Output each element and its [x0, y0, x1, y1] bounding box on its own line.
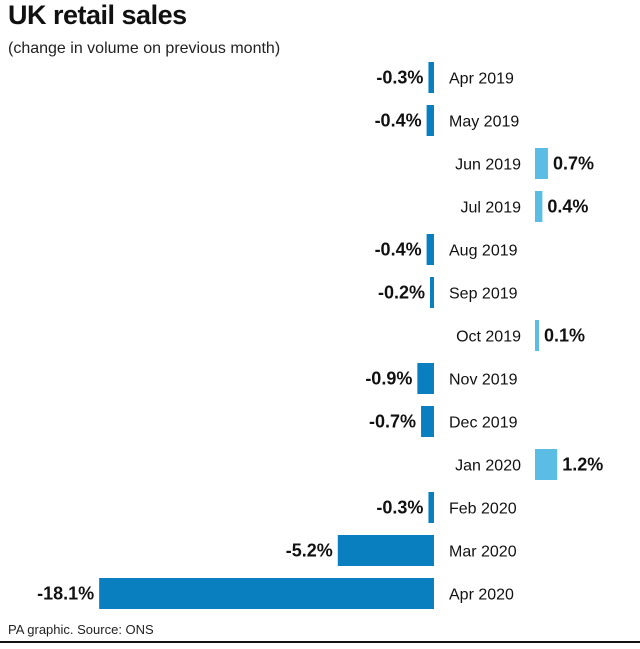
category-label: Nov 2019 [449, 372, 518, 389]
value-label: -5.2% [286, 541, 333, 561]
bar-row: Jun 2019 0.7% [455, 148, 594, 179]
category-label: Jan 2020 [455, 458, 521, 475]
bar [421, 406, 434, 437]
bottom-divider [0, 641, 640, 643]
category-label: Apr 2019 [449, 71, 514, 88]
chart-subtitle: (change in volume on previous month) [8, 40, 281, 57]
category-label: Feb 2020 [449, 501, 517, 518]
value-label: 0.4% [547, 197, 588, 217]
bar [535, 320, 539, 351]
bar [417, 363, 434, 394]
bar-row: Dec 2019 -0.7% [369, 406, 518, 437]
bar [426, 105, 434, 136]
value-label: -0.3% [376, 68, 423, 88]
value-label: 1.2% [562, 455, 603, 475]
value-label: -0.4% [375, 240, 422, 260]
bar [337, 535, 434, 566]
bar [535, 148, 548, 179]
value-label: 0.7% [553, 154, 594, 174]
chart-title: UK retail sales [8, 0, 187, 30]
bar [535, 191, 543, 222]
bar-row: Mar 2020 -5.2% [286, 535, 517, 566]
bar-row: Sep 2019 -0.2% [378, 277, 518, 308]
value-label: -0.9% [365, 369, 412, 389]
bar-row: Apr 2020 -18.1% [37, 578, 514, 609]
bar-row: Aug 2019 -0.4% [375, 234, 518, 265]
category-label: Sep 2019 [449, 286, 518, 303]
bar-row: Jan 2020 1.2% [455, 449, 603, 480]
bar-row: Oct 2019 0.1% [456, 320, 585, 351]
bar-row: Apr 2019 -0.3% [376, 62, 514, 93]
value-label: 0.1% [544, 326, 585, 346]
category-label: Oct 2019 [456, 329, 521, 346]
category-label: Aug 2019 [449, 243, 518, 260]
bar-chart: Apr 2019-0.3%May 2019-0.4%Jun 2019 0.7%Ju… [37, 62, 603, 609]
bar [428, 62, 434, 93]
value-label: -18.1% [37, 584, 94, 604]
bar [430, 277, 434, 308]
bar-row: May 2019 -0.4% [375, 105, 519, 136]
category-label: May 2019 [449, 114, 519, 131]
source-note: PA graphic. Source: ONS [8, 622, 154, 637]
bar [535, 449, 558, 480]
bar [428, 492, 434, 523]
value-label: -0.2% [378, 283, 425, 303]
bar-row: Feb 2020 -0.3% [376, 492, 517, 523]
value-label: -0.4% [375, 111, 422, 131]
category-label: Jun 2019 [455, 157, 521, 174]
bar-row: Nov 2019 -0.9% [365, 363, 518, 394]
value-label: -0.3% [376, 498, 423, 518]
category-label: Apr 2020 [449, 587, 514, 604]
bar [99, 578, 435, 609]
category-label: Mar 2020 [449, 544, 517, 561]
bar [426, 234, 434, 265]
value-label: -0.7% [369, 412, 416, 432]
category-label: Jul 2019 [461, 200, 522, 217]
bar-row: Jul 2019 0.4% [461, 191, 588, 222]
category-label: Dec 2019 [449, 415, 518, 432]
